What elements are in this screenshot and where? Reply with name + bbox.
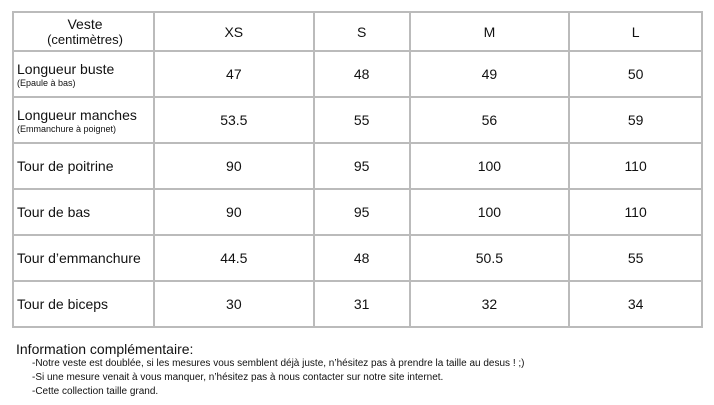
size-header: S	[312, 11, 411, 52]
measurement-cell: 100	[408, 142, 571, 190]
measurement-cell: 90	[153, 142, 315, 190]
row-label: Tour de biceps	[17, 296, 109, 312]
header-row: Veste (centimètres) XS S M L	[12, 11, 703, 52]
measurement-cell: 90	[153, 188, 315, 236]
measurement-cell: 56	[408, 96, 571, 144]
row-label: Longueur manches	[17, 106, 137, 123]
info-line: -Notre veste est doublée, si les mesures…	[32, 358, 525, 369]
row-label: Tour d’emmanchure	[17, 250, 141, 266]
unit-label: (centimètres)	[47, 32, 123, 47]
measurement-cell: 32	[408, 280, 571, 328]
row-sublabel: (Epaule à bas)	[17, 77, 76, 88]
info-line: -Si une mesure venait à vous manquer, n’…	[32, 372, 444, 383]
header-label-cell: Veste (centimètres)	[12, 11, 155, 52]
measurement-cell: 110	[568, 188, 703, 236]
measurement-cell: 34	[568, 280, 703, 328]
row-label-cell: Tour d’emmanchure	[12, 234, 155, 282]
measurement-cell: 110	[568, 142, 703, 190]
measurement-cell: 55	[568, 234, 703, 282]
measurement-cell: 100	[408, 188, 571, 236]
measurement-cell: 44.5	[153, 234, 315, 282]
measurement-cell: 50.5	[408, 234, 571, 282]
measurement-cell: 47	[153, 50, 315, 98]
measurement-cell: 53.5	[153, 96, 315, 144]
row-label-cell: Tour de poitrine	[12, 142, 155, 190]
row-label: Longueur buste	[17, 60, 115, 77]
measurement-cell: 95	[312, 188, 411, 236]
table-row: Longueur manches (Emmanchure à poignet) 53…	[12, 96, 703, 144]
measurement-cell: 30	[153, 280, 315, 328]
row-label-cell: Longueur buste (Epaule à bas)	[12, 50, 155, 98]
row-label-cell: Longueur manches (Emmanchure à poignet)	[12, 96, 155, 144]
size-chart-table: Veste (centimètres) XS S M L Longueur bu…	[12, 11, 703, 328]
measurement-cell: 48	[312, 234, 411, 282]
table-row: Longueur buste (Epaule à bas) 47 48 49 50	[12, 50, 703, 98]
table-title: Veste	[67, 16, 103, 32]
size-header: XS	[153, 11, 315, 52]
additional-info: Information complémentaire: -Notre veste…	[16, 341, 524, 399]
row-label-cell: Tour de biceps	[12, 280, 155, 328]
measurement-cell: 59	[568, 96, 703, 144]
measurement-cell: 55	[312, 96, 411, 144]
table-row: Tour d’emmanchure 44.5 48 50.5 55	[12, 234, 703, 282]
size-header: L	[568, 11, 703, 52]
table-row: Tour de biceps 30 31 32 34	[12, 280, 703, 328]
row-label: Tour de poitrine	[17, 158, 114, 174]
row-label-cell: Tour de bas	[12, 188, 155, 236]
row-label: Tour de bas	[17, 204, 91, 220]
measurement-cell: 50	[568, 50, 703, 98]
measurement-cell: 31	[312, 280, 411, 328]
size-header: M	[408, 11, 571, 52]
info-line: -Cette collection taille grand.	[32, 386, 159, 397]
measurement-cell: 49	[408, 50, 571, 98]
measurement-cell: 95	[312, 142, 411, 190]
table-row: Tour de bas 90 95 100 110	[12, 188, 703, 236]
row-sublabel: (Emmanchure à poignet)	[17, 123, 117, 134]
measurement-cell: 48	[312, 50, 411, 98]
table-row: Tour de poitrine 90 95 100 110	[12, 142, 703, 190]
info-title: Information complémentaire:	[16, 341, 194, 357]
